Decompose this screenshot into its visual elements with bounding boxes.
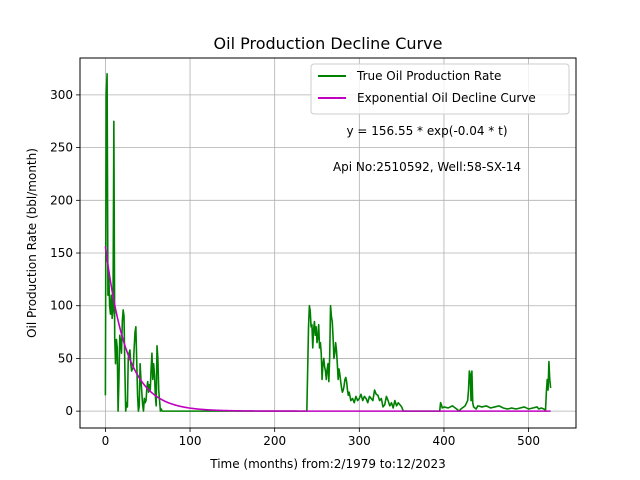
y-tick-label: 100 [50,299,73,313]
x-tick-label: 200 [263,434,286,448]
well-annotation: Api No:2510592, Well:58-SX-14 [333,160,521,174]
y-axis-label: Oil Production Rate (bbl/month) [25,148,39,338]
legend-label-true-rate: True Oil Production Rate [356,69,501,83]
legend: True Oil Production Rate Exponential Oil… [310,63,570,115]
x-axis-label: Time (months) from:2/1979 to:12/2023 [209,457,446,471]
grid-lines [80,58,576,428]
legend-label-decline-curve: Exponential Oil Decline Curve [357,91,536,105]
series-true-oil-production-rate [104,73,552,412]
x-tick-label: 500 [517,434,540,448]
y-tick-label: 50 [58,351,73,365]
y-tick-label: 150 [50,246,73,260]
x-tick-label: 400 [433,434,456,448]
y-tick-label: 200 [50,193,73,207]
x-axis-ticks: 0 100 200 300 400 500 [102,428,540,448]
series-exponential-decline-curve [104,246,551,412]
chart-title: Oil Production Decline Curve [214,34,443,53]
x-tick-label: 100 [179,434,202,448]
y-axis-ticks: 0 50 100 150 200 250 300 [50,88,80,418]
legend-box [310,63,570,115]
plot-area-frame [79,57,577,429]
equation-annotation: y = 156.55 * exp(-0.04 * t) [346,124,507,138]
series-layer [104,73,552,412]
x-tick-label: 300 [348,434,371,448]
y-tick-label: 0 [65,404,73,418]
x-tick-label: 0 [102,434,110,448]
y-tick-label: 250 [50,141,73,155]
y-tick-label: 300 [50,88,73,102]
